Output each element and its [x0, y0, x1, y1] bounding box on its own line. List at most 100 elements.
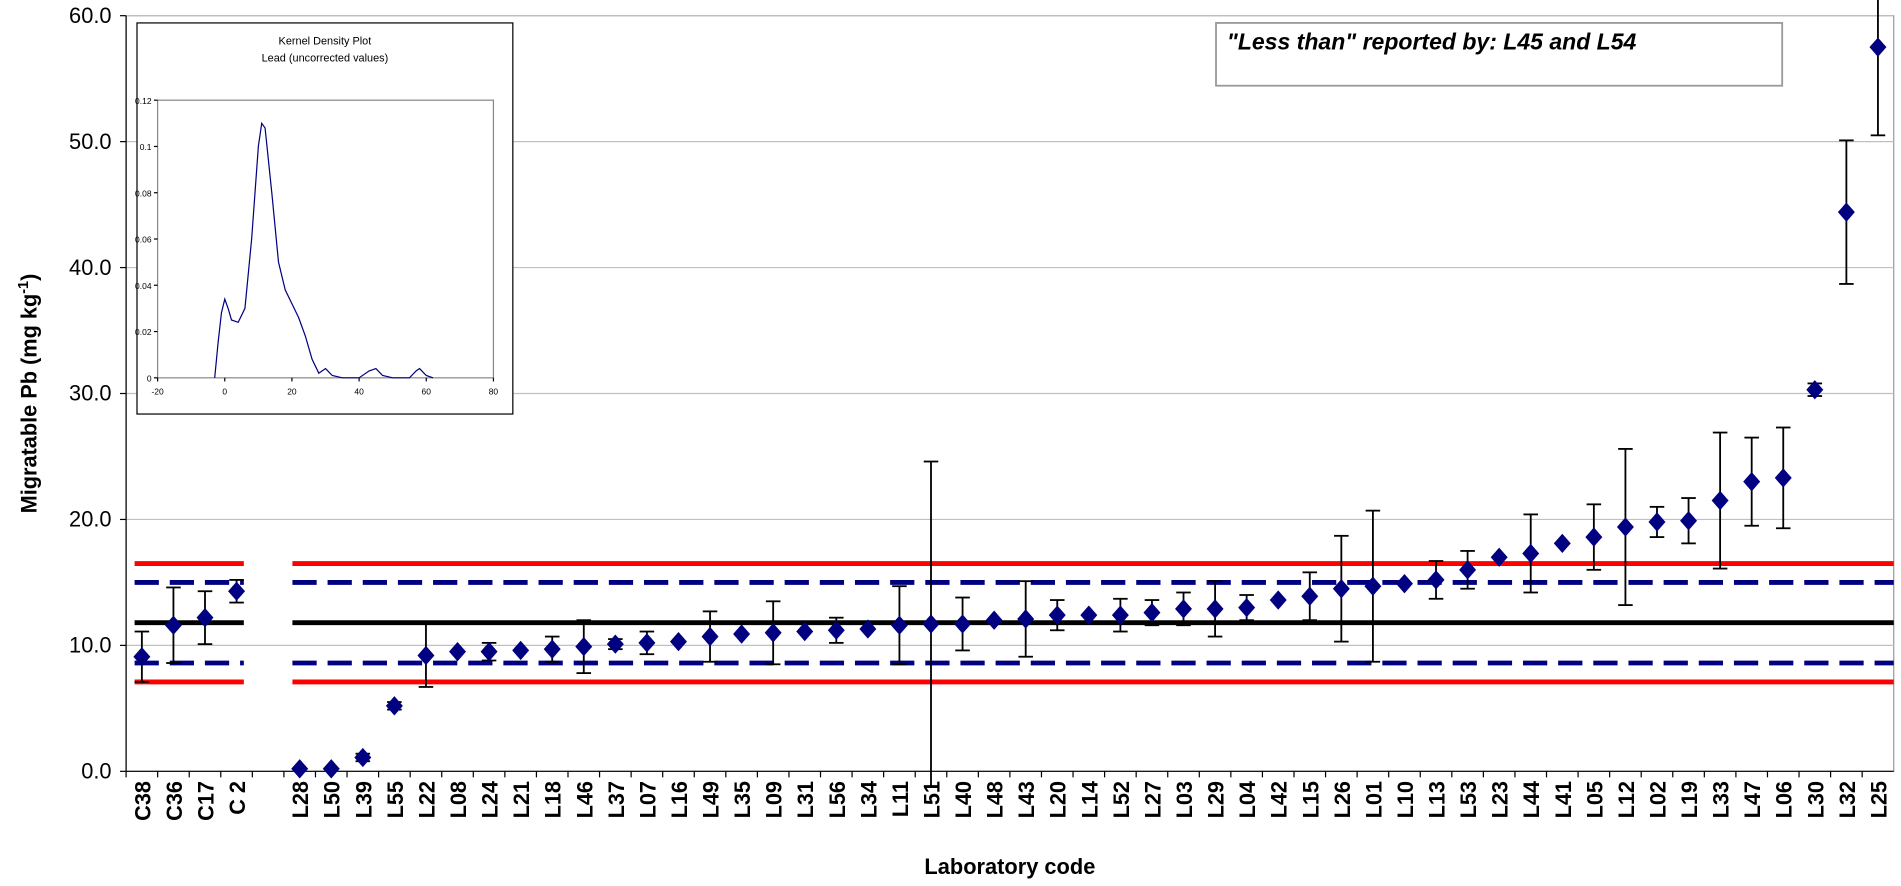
data-point — [890, 615, 908, 635]
data-point — [1301, 586, 1319, 606]
data-point — [733, 624, 751, 644]
data-point — [1427, 570, 1445, 590]
inset-x-tick-label: 80 — [489, 387, 499, 397]
x-tick-label: L28 — [288, 781, 313, 818]
x-tick-label: L33 — [1709, 781, 1734, 818]
y-axis-label-end: ) — [16, 274, 41, 281]
data-point — [1364, 576, 1382, 596]
data-point — [669, 631, 687, 652]
data-point — [1111, 605, 1129, 625]
data-point — [1806, 380, 1824, 400]
x-tick-label: L55 — [383, 781, 408, 818]
data-point — [196, 608, 214, 628]
data-point — [164, 615, 182, 635]
inset-x-tick-label: 40 — [354, 387, 364, 397]
data-point — [764, 623, 782, 643]
data-point — [638, 633, 656, 653]
x-tick-label: L03 — [1172, 781, 1197, 818]
data-point — [985, 610, 1003, 630]
y-tick-label: 20.0 — [69, 507, 111, 532]
y-axis-label-sup: -1 — [16, 281, 32, 294]
x-tick-label: L05 — [1582, 781, 1607, 818]
inset-y-tick-label: 0 — [147, 373, 152, 383]
x-tick-label: L22 — [414, 781, 439, 818]
x-tick-label: L10 — [1393, 781, 1418, 818]
data-point — [1743, 472, 1761, 492]
inset-x-tick-label: 60 — [422, 387, 432, 397]
inset-subtitle: Lead (uncorrected values) — [262, 53, 389, 65]
data-point — [1869, 37, 1887, 57]
x-tick-label: L47 — [1740, 781, 1765, 818]
x-tick-label: L24 — [478, 781, 503, 818]
x-tick-label: L15 — [1298, 781, 1323, 818]
data-point — [1269, 590, 1287, 610]
data-point — [606, 634, 624, 654]
x-axis-label: Laboratory code — [924, 854, 1095, 879]
inset-title: Kernel Density Plot — [279, 36, 372, 48]
x-tick-label: C 2 — [225, 781, 250, 815]
data-point — [1616, 517, 1634, 537]
x-tick-label: L41 — [1551, 781, 1576, 818]
data-point — [1711, 490, 1729, 511]
data-point — [575, 636, 593, 657]
x-tick-label: C17 — [193, 781, 218, 821]
data-point — [922, 614, 940, 634]
x-tick-label: L06 — [1772, 781, 1797, 818]
x-tick-label: L37 — [604, 781, 629, 818]
y-tick-label: 60.0 — [69, 3, 111, 28]
data-point — [1837, 202, 1855, 222]
inset-y-tick-label: 0.1 — [140, 142, 152, 152]
data-point — [133, 647, 151, 667]
data-point — [1774, 468, 1792, 488]
x-tick-label: C38 — [130, 781, 155, 821]
x-tick-label: L08 — [446, 781, 471, 818]
data-point — [954, 614, 972, 634]
data-point — [1680, 511, 1698, 531]
x-tick-label: L49 — [698, 781, 723, 818]
annotation-box — [1215, 22, 1784, 87]
inset-y-tick-label: 0.02 — [135, 327, 152, 337]
y-axis-label-main: Migratable Pb (mg kg — [16, 294, 41, 514]
y-tick-label: 50.0 — [69, 129, 111, 154]
y-tick-label: 0.0 — [81, 759, 111, 784]
x-tick-label: L53 — [1456, 781, 1481, 818]
inset-frame — [136, 22, 514, 415]
data-point — [322, 759, 340, 779]
data-point — [1238, 597, 1256, 618]
x-tick-label: C36 — [162, 781, 187, 821]
inset-y-tick-label: 0.08 — [135, 188, 152, 198]
data-point — [1206, 599, 1224, 619]
data-point — [543, 639, 561, 659]
x-tick-label: L46 — [572, 781, 597, 818]
x-tick-label: L20 — [1046, 781, 1071, 818]
annotation: "Less than" reported by: L45 and L54 — [1227, 29, 1637, 55]
data-point — [354, 747, 372, 768]
inset-y-tick-label: 0.06 — [135, 235, 152, 245]
inset-y-tick-label: 0.04 — [135, 281, 152, 291]
x-tick-label: L25 — [1866, 781, 1891, 818]
y-tick-label: 40.0 — [69, 255, 111, 280]
data-point — [1459, 560, 1477, 580]
x-tick-label: L12 — [1614, 781, 1639, 818]
data-point — [512, 640, 530, 661]
inset-x-tick-label: 0 — [222, 387, 227, 397]
x-tick-label: L50 — [320, 781, 345, 818]
data-point — [1585, 527, 1603, 547]
x-tick-label: L13 — [1424, 781, 1449, 818]
data-point — [1395, 574, 1413, 594]
x-tick-label: L39 — [351, 781, 376, 818]
x-tick-label: L40 — [951, 781, 976, 818]
x-tick-label: L30 — [1803, 781, 1828, 818]
x-tick-label: L44 — [1519, 781, 1544, 818]
data-point — [1553, 533, 1571, 554]
data-point — [385, 696, 403, 716]
x-tick-label: L42 — [1267, 781, 1292, 818]
x-tick-label: L18 — [541, 781, 566, 818]
x-tick-label: L31 — [793, 781, 818, 818]
inset-x-tick-label: -20 — [151, 387, 164, 397]
x-tick-label: L19 — [1677, 781, 1702, 818]
y-tick-label: 10.0 — [69, 633, 111, 658]
x-tick-label: L23 — [1488, 781, 1513, 818]
x-tick-label: L16 — [667, 781, 692, 818]
